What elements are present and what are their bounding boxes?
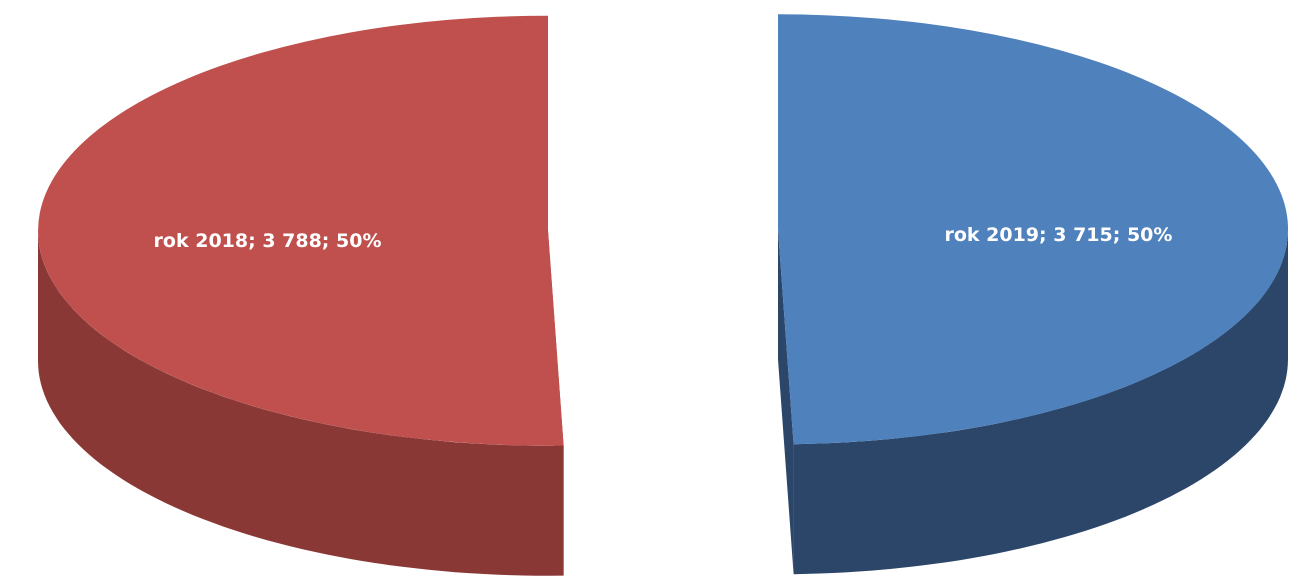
data-label: rok 2019; 3 715; 50% — [944, 224, 1173, 247]
slice — [778, 14, 1289, 445]
slice-cut-face — [778, 229, 794, 575]
data-label: rok 2018; 3 788; 50% — [153, 229, 382, 252]
slice-side — [793, 229, 1288, 575]
slice-side — [38, 230, 564, 576]
slice — [38, 15, 564, 446]
